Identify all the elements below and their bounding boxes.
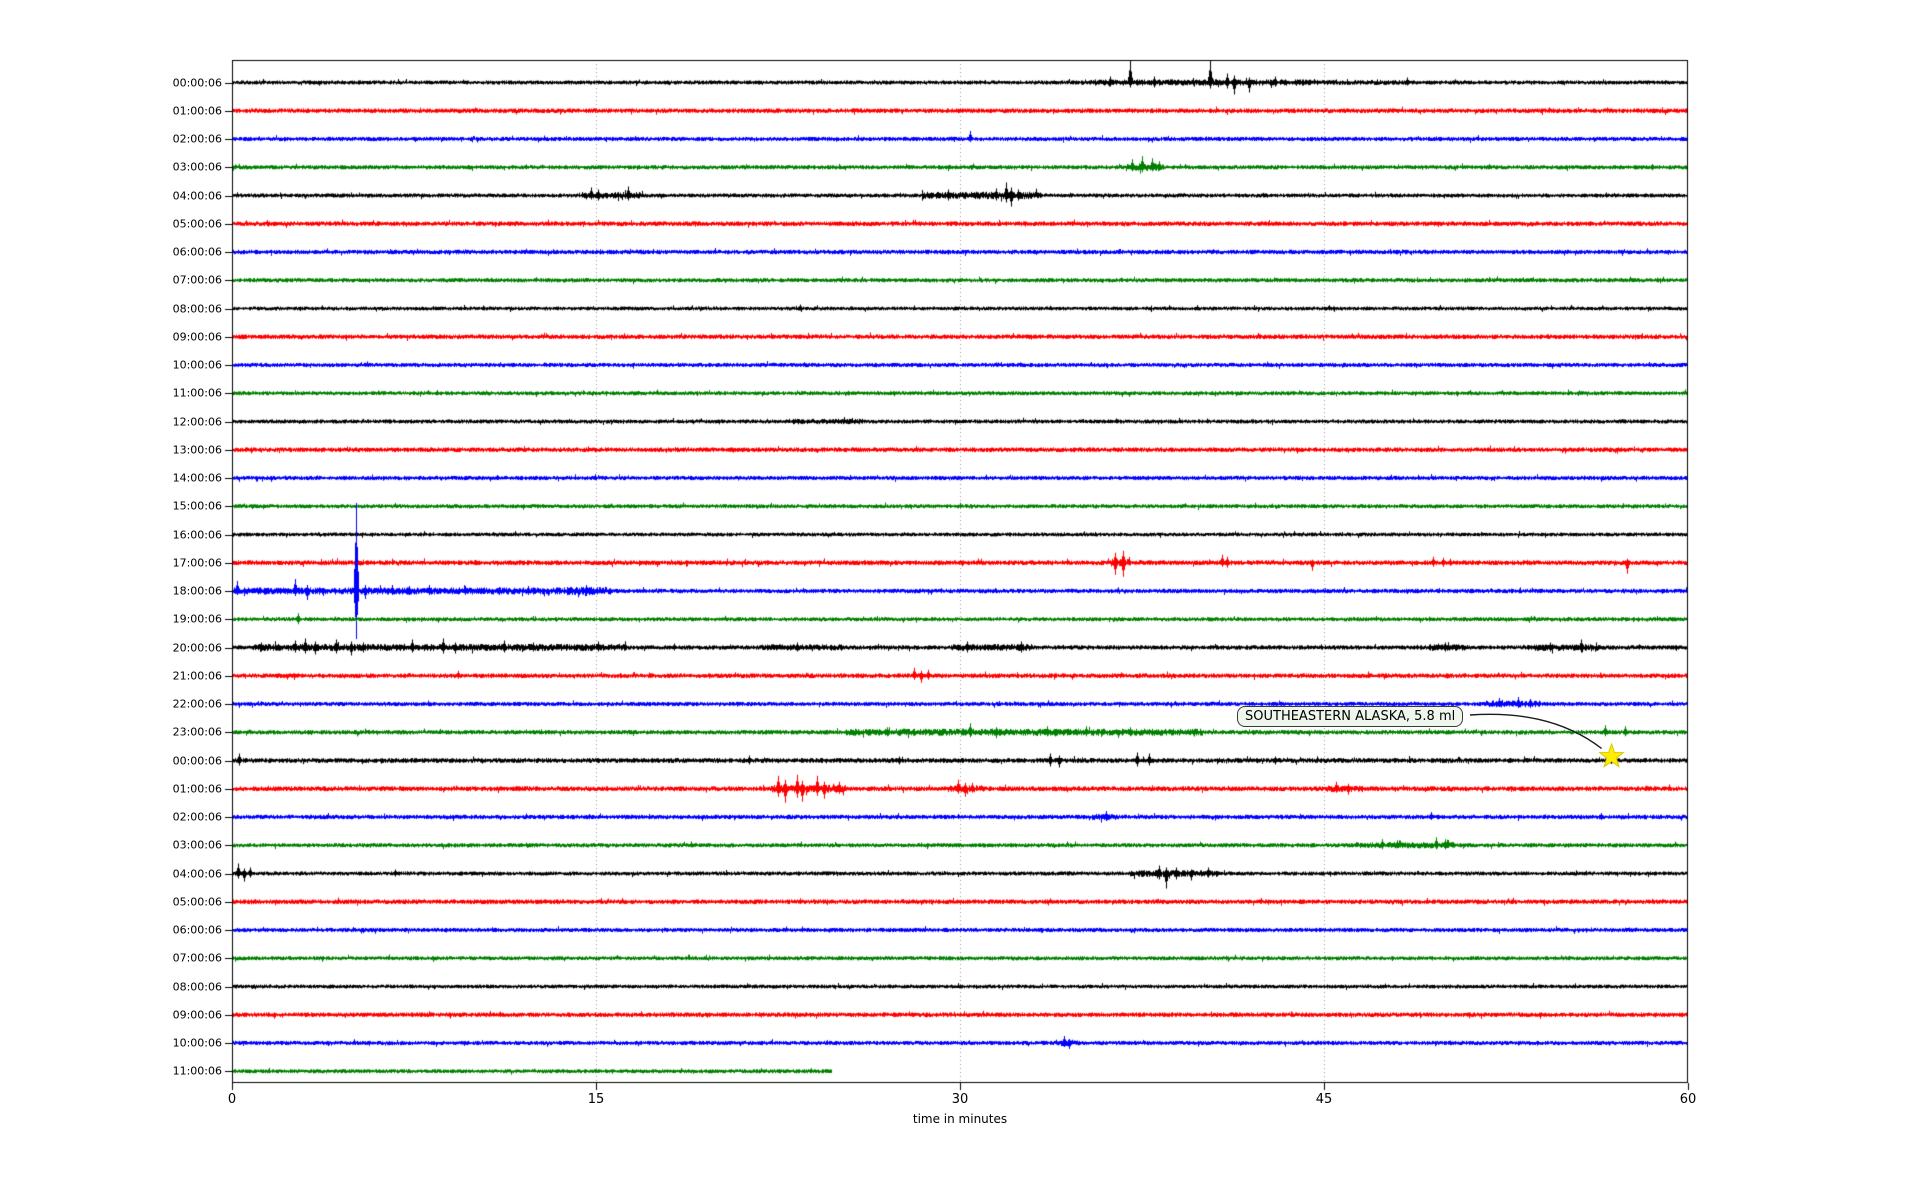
x-axis-title: time in minutes [912, 1112, 1008, 1126]
event-annotation-text: SOUTHEASTERN ALASKA, 5.8 ml [1245, 709, 1456, 724]
event-annotation-label: SOUTHEASTERN ALASKA, 5.8 ml [1237, 706, 1464, 727]
